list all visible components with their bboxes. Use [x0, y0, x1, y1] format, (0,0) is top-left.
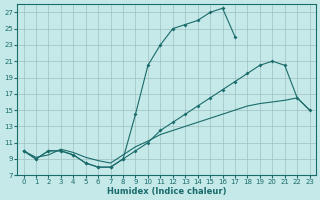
X-axis label: Humidex (Indice chaleur): Humidex (Indice chaleur)	[107, 187, 226, 196]
